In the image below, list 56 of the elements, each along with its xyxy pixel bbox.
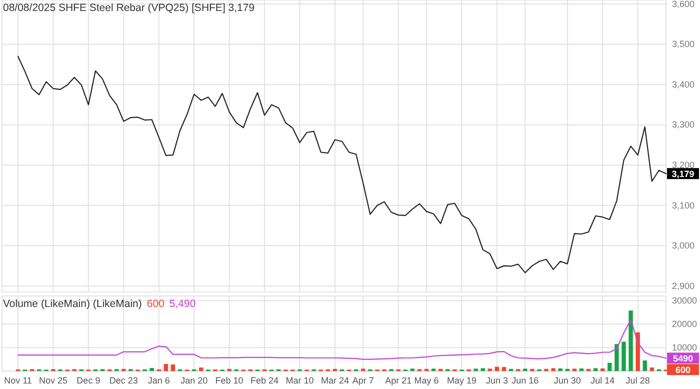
bar xyxy=(494,366,500,371)
bar xyxy=(593,368,598,371)
bar xyxy=(150,368,154,371)
bar xyxy=(608,362,612,371)
bar xyxy=(502,367,506,371)
x-tick-label: Apr 21 xyxy=(385,375,412,386)
annotation: 600 xyxy=(146,298,165,310)
x-tick-label: Nov 11 xyxy=(4,375,32,386)
bar xyxy=(650,367,654,371)
bar xyxy=(164,364,168,371)
y-tick-label: 3,500 xyxy=(672,39,695,50)
y-tick-label: 3,300 xyxy=(672,120,695,130)
y-tick-label: 20000 xyxy=(672,319,698,330)
x-tick-label: Jun 3 xyxy=(486,375,508,386)
bar xyxy=(642,360,647,371)
bar xyxy=(622,342,626,371)
y-tick-label: 10000 xyxy=(672,342,698,352)
chart-title: Volume (LikeMain) (LikeMain) xyxy=(3,298,142,310)
x-tick-label: Mar 10 xyxy=(286,375,314,386)
bar xyxy=(614,344,619,371)
y-tick-label: 3,400 xyxy=(672,79,695,90)
y-tick-label: 3,600 xyxy=(672,0,695,9)
y-tick-label: 3,200 xyxy=(672,160,695,170)
x-tick-label: Jan 20 xyxy=(180,375,208,386)
x-tick-label: Dec 23 xyxy=(109,375,138,386)
bar xyxy=(480,368,485,371)
x-tick-label: Dec 9 xyxy=(76,375,100,386)
x-tick-label: Jul 28 xyxy=(626,375,650,386)
annotation: 5490 xyxy=(672,354,694,364)
annotation: 3,179 xyxy=(672,169,694,180)
y-tick-label: 2,900 xyxy=(672,280,695,291)
x-tick-label: Feb 10 xyxy=(215,375,244,386)
x-tick-label: Jun 30 xyxy=(554,375,581,386)
bar xyxy=(628,310,633,371)
y-tick-label: 3,000 xyxy=(672,240,695,251)
x-tick-label: Jul 14 xyxy=(590,375,615,386)
x-tick-label: May 19 xyxy=(446,375,476,386)
x-tick-label: Mar 24 xyxy=(320,375,349,386)
bar xyxy=(558,368,562,371)
bar xyxy=(579,368,584,371)
y-tick-label: 30000 xyxy=(672,296,698,306)
x-tick-label: Jun 16 xyxy=(512,375,539,386)
bar xyxy=(636,332,640,371)
x-tick-label: Jan 6 xyxy=(148,375,170,386)
bar xyxy=(551,368,556,371)
bar xyxy=(170,364,176,371)
x-tick-label: Nov 25 xyxy=(38,375,68,386)
bar xyxy=(199,367,204,371)
y-tick-label: 3,100 xyxy=(672,200,695,210)
x-tick-label: Feb 24 xyxy=(250,375,279,386)
x-tick-label: Apr 7 xyxy=(352,375,374,386)
bar xyxy=(600,368,605,371)
annotation: 5,490 xyxy=(169,298,196,310)
chart-title: 08/08/2025 SHFE Steel Rebar (VPQ25) [SHFE] 3,179 xyxy=(3,2,255,14)
x-tick-label: May 6 xyxy=(414,375,439,386)
annotation: 600 xyxy=(675,365,691,376)
